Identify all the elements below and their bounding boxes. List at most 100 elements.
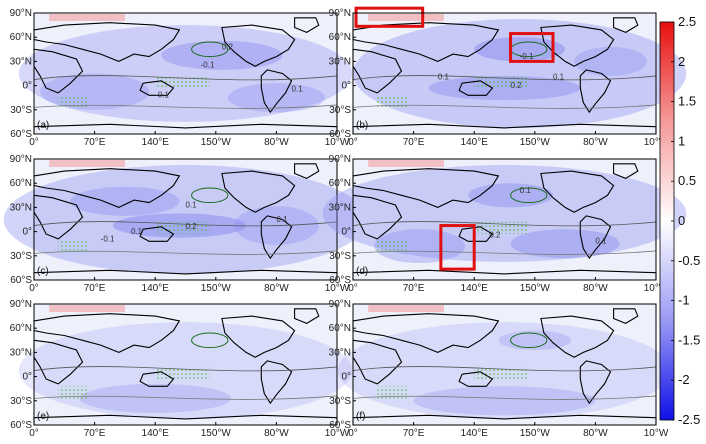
lat-tick-label: 30°S	[329, 251, 351, 262]
panel-b-significance-dots	[377, 95, 408, 108]
lon-tick-label: 0°	[348, 428, 358, 439]
panel-a-contour-label: -0.1	[201, 60, 215, 69]
panel-d-coastline	[458, 226, 494, 242]
lat-tick-label: 90°N	[10, 299, 32, 310]
lon-tick-label: 10°W	[325, 137, 350, 148]
lat-tick-label: 90°N	[10, 154, 32, 165]
lat-tick-label: 90°N	[10, 8, 32, 19]
lon-tick-label: 150°W	[520, 428, 551, 439]
lat-tick-label: 30°N	[329, 202, 351, 213]
panel-e-contour	[33, 395, 338, 400]
colorbar-tick-label: -2.5	[678, 412, 700, 427]
panel-c-contour-label: 0.1	[186, 200, 198, 209]
lat-tick-label: 90°N	[329, 154, 351, 165]
lon-tick-label: 10°W	[325, 283, 350, 294]
panel-e-anomaly-shading	[79, 383, 231, 413]
lat-tick-label: 30°N	[10, 56, 32, 67]
panel-f-coastline	[352, 313, 500, 354]
panel-b-anomaly-shading	[574, 46, 647, 76]
lon-tick-label: 0°	[348, 283, 358, 294]
lon-tick-label: 140°E	[142, 137, 170, 148]
panel-b-contour-label: 0.1	[438, 73, 450, 82]
panel-d-significance-dots	[377, 241, 408, 254]
panel-a-contour-label: 0.2	[222, 42, 234, 51]
panel-e-coastline	[294, 308, 320, 325]
panel-d-warm-anomaly	[368, 160, 444, 167]
lat-tick-label: 90°N	[329, 299, 351, 310]
panel-c-contour-label: 0.1	[276, 215, 288, 224]
panel-b-anomaly-shading	[474, 37, 566, 62]
panel-a-contour	[33, 75, 338, 81]
lat-tick-label: 60°S	[329, 420, 351, 431]
lon-tick-label: 80°W	[264, 428, 289, 439]
panel-a-coastline	[221, 24, 296, 67]
lon-tick-label: 150°W	[201, 137, 232, 148]
colorbar-tick-label: 0.5	[678, 173, 696, 188]
lon-tick-label: 150°W	[201, 283, 232, 294]
lon-tick-label: 10°W	[325, 428, 350, 439]
lon-tick-label: 150°W	[201, 428, 232, 439]
panel-d-contour-label: 0.1	[595, 237, 607, 246]
lat-tick-label: 60°S	[10, 275, 32, 286]
panel-c-coastline	[294, 163, 320, 180]
colorbar-tick-label: -0.5	[678, 253, 700, 268]
panel-c-contour	[33, 221, 338, 227]
lat-tick-label: 60°N	[329, 32, 351, 43]
panel-b-highlight-box	[354, 6, 425, 28]
lat-tick-label: 30°N	[329, 347, 351, 358]
panel-c-contour	[33, 250, 338, 255]
lat-tick-label: 60°N	[10, 323, 32, 334]
panel-a-coastline	[33, 22, 181, 63]
panel-d-contour-label: 0.1	[520, 186, 532, 195]
colorbar: 2.5 2 1.5 1 0.5 0 -0.5 -1 -1.5 -2 -2.5	[659, 14, 700, 427]
lat-tick-label: 0°	[341, 227, 351, 238]
panel-d-coastline	[352, 194, 403, 240]
panel-b-label: (b)	[356, 120, 368, 131]
panel-c-contour-label: 0.1	[131, 227, 143, 236]
panel-a-significance-dots	[58, 95, 89, 108]
panel-a-contour-label: 0.1	[292, 85, 304, 94]
panel-b-coastline	[352, 22, 500, 63]
lat-tick-label: 0°	[22, 372, 32, 383]
panel-c-coastline	[221, 170, 296, 213]
lon-tick-label: 0°	[348, 137, 358, 148]
panel-c-contour	[191, 187, 229, 204]
panel-a-coastline	[33, 48, 84, 94]
lon-tick-label: 10°W	[644, 428, 669, 439]
lon-tick-label: 80°W	[583, 137, 608, 148]
lon-tick-label: 70°E	[403, 283, 425, 294]
panel-e-label: (e)	[37, 411, 49, 422]
lon-tick-label: 0°	[29, 428, 39, 439]
panel-f-label: (f)	[356, 411, 365, 422]
panel-c-coastline	[33, 194, 84, 240]
colorbar-tick-label: 0	[678, 213, 685, 228]
panel-d-label: (d)	[356, 266, 368, 277]
panel-d-anomaly-shading	[510, 229, 620, 259]
panel-f-frame	[352, 303, 657, 426]
panel-f-coastline	[458, 371, 494, 387]
panel-b: -0.10.1 0.10.2(b)90°N60°N30°N0°30°S60°S0°…	[329, 6, 687, 148]
lat-tick-label: 90°N	[329, 8, 351, 19]
lat-tick-label: 60°S	[10, 420, 32, 431]
lat-tick-label: 30°S	[329, 396, 351, 407]
lon-tick-label: 0°	[29, 137, 39, 148]
panel-f-contour	[352, 395, 657, 400]
panel-c-significance-dots	[58, 241, 89, 254]
lon-tick-label: 140°E	[142, 428, 170, 439]
panel-f-coastline	[613, 308, 639, 325]
colorbar-tick-label: -1.5	[678, 332, 700, 347]
panel-c-label: (c)	[37, 266, 49, 277]
panel-e-coastline	[221, 315, 296, 358]
panel-e: (e)90°N60°N30°N0°30°S60°S0° 70°E 140°E 150°…	[10, 299, 353, 439]
panel-c-anomaly-shading	[70, 186, 180, 216]
panel-f-anomaly-shading	[413, 386, 596, 416]
lon-tick-label: 140°E	[461, 428, 489, 439]
panel-f: (f)90°N60°N30°N0°30°S60°S0° 70°E 140°E 150°…	[329, 299, 672, 439]
panel-b-coastline	[352, 48, 403, 94]
panel-b-contour	[352, 75, 657, 81]
panel-f-warm-anomaly	[368, 305, 444, 312]
panel-d-contour	[510, 187, 548, 204]
panel-e-frame	[33, 303, 338, 426]
panel-d-contour-label: 0.2	[489, 231, 501, 240]
panel-d-coastline	[352, 168, 500, 209]
